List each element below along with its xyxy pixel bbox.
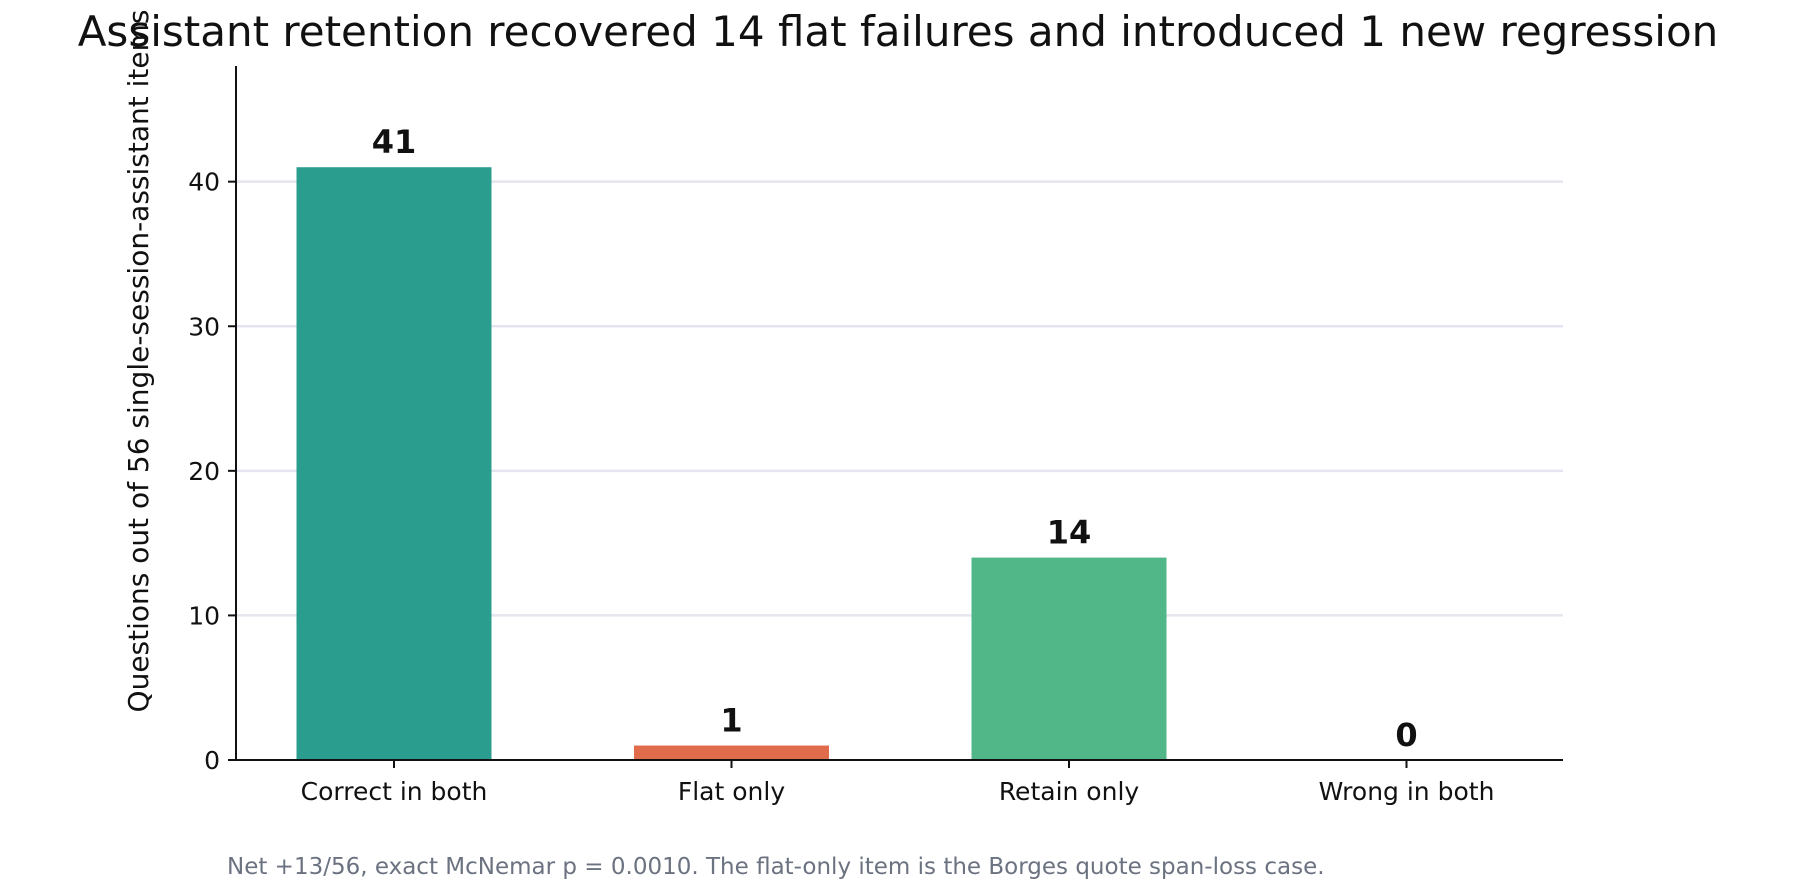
bars <box>296 167 1167 761</box>
x-tick-label-retain-only: Retain only <box>999 777 1140 806</box>
y-axis-label: Questions out of 56 single-session-assis… <box>122 10 155 713</box>
y-tick-label-10: 10 <box>188 601 220 630</box>
bar-retain-only <box>971 557 1167 760</box>
chart-title: Assistant retention recovered 14 flat fa… <box>78 7 1719 56</box>
bar-correct-in-both <box>296 167 492 761</box>
x-tick-label-wrong-in-both: Wrong in both <box>1319 777 1495 806</box>
x-tick-label-correct-in-both: Correct in both <box>301 777 488 806</box>
bar-flat-only <box>634 745 829 760</box>
x-tick-label-flat-only: Flat only <box>678 777 785 806</box>
y-tick-label-40: 40 <box>188 168 220 197</box>
y-tick-label-0: 0 <box>204 746 220 775</box>
data-labels: 41 1 14 0 <box>372 123 1418 754</box>
y-ticks: 0 10 20 30 40 <box>188 168 236 775</box>
y-tick-label-30: 30 <box>188 312 220 341</box>
y-tick-label-20: 20 <box>188 457 220 486</box>
data-label-correct-in-both: 41 <box>372 123 417 161</box>
data-label-flat-only: 1 <box>720 702 742 740</box>
chart-caption: Net +13/56, exact McNemar p = 0.0010. Th… <box>227 854 1325 880</box>
data-label-wrong-in-both: 0 <box>1395 716 1417 754</box>
x-ticks: Correct in both Flat only Retain only Wrong… <box>301 760 1495 806</box>
data-label-retain-only: 14 <box>1047 514 1092 552</box>
